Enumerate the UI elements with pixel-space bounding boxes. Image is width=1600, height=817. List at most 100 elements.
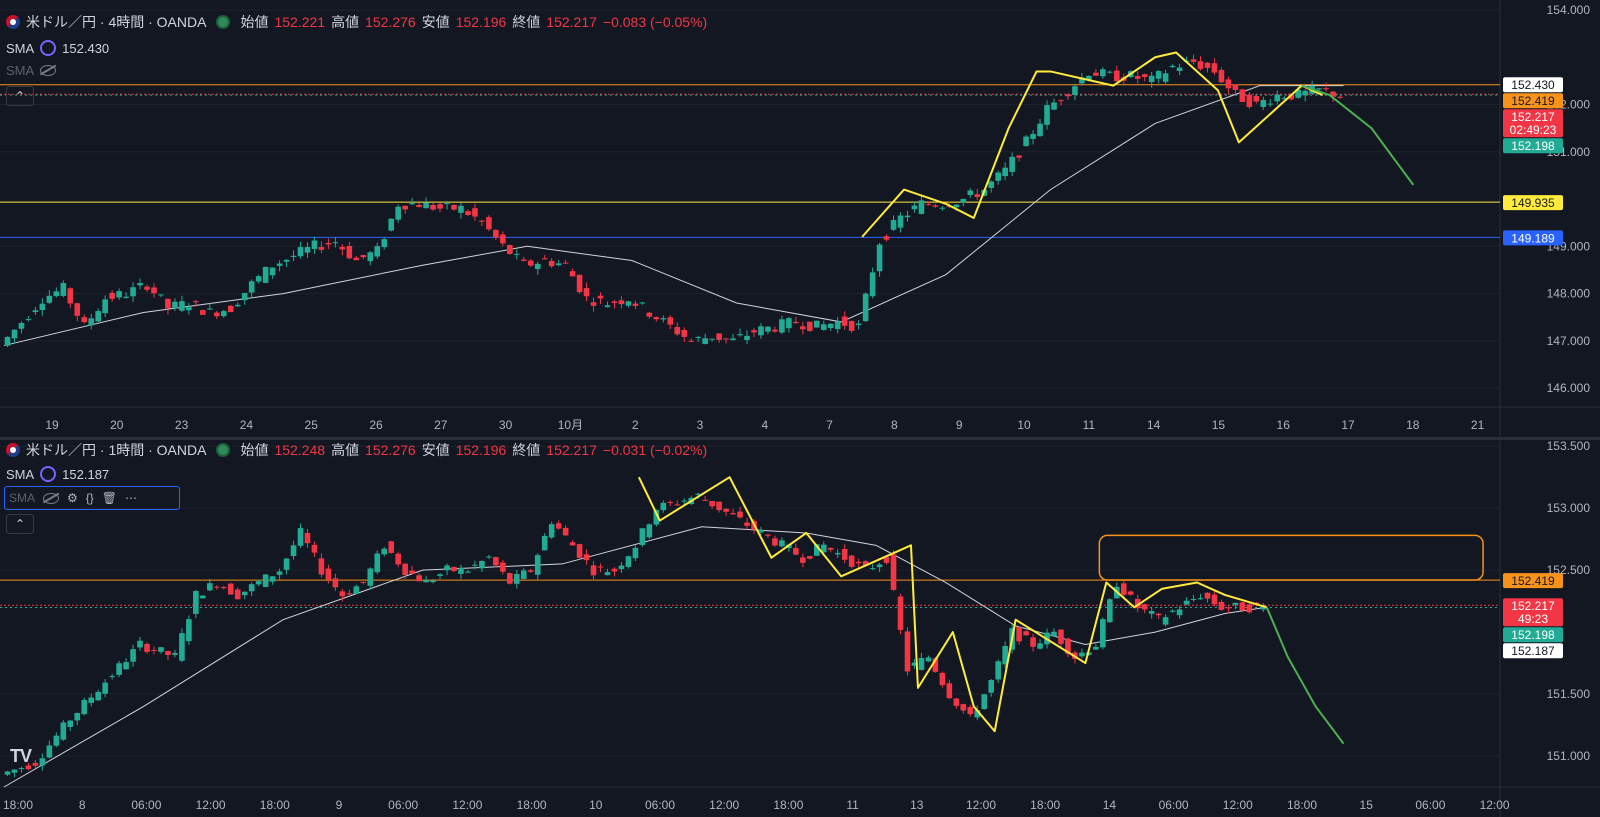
candle-body [493, 557, 499, 566]
sma-indicator-row[interactable]: SMA 152.187 [6, 466, 109, 482]
candle-body [862, 293, 869, 322]
more-icon[interactable]: ⋯ [125, 491, 138, 505]
candle-body [807, 556, 813, 559]
code-braces-icon[interactable]: {} [85, 491, 94, 505]
sma-settings-icon[interactable] [40, 466, 57, 482]
candle-body [841, 548, 848, 560]
candle-body [1197, 61, 1204, 69]
tradingview-logo[interactable]: TV [10, 746, 32, 766]
candle-body [1190, 598, 1197, 600]
candle-body [151, 649, 157, 651]
candle-body [681, 500, 688, 502]
candle-body [883, 236, 890, 240]
chevron-up-icon[interactable]: ⌃ [6, 86, 34, 106]
x-tick-label: 12:00 [452, 798, 482, 812]
candle-body [1162, 73, 1169, 82]
candle-body [520, 570, 527, 579]
x-tick-label: 15 [1360, 798, 1374, 812]
x-tick-label: 24 [240, 418, 254, 432]
chart-title-1h[interactable]: 米ドル／円 · 1時間 · OANDA [26, 442, 207, 458]
candle-body [458, 567, 464, 574]
candle-body [995, 172, 1001, 181]
candle-body [4, 336, 11, 346]
price-chart-4h[interactable]: 146.000147.000148.000149.000151.000152.0… [0, 0, 1600, 437]
usd-jpy-flag-icon [6, 15, 20, 29]
price-chart-1h[interactable]: 151.000151.500152.500153.000153.50018:00… [0, 440, 1600, 817]
x-tick-label: 8 [79, 798, 86, 812]
candle-body [46, 295, 53, 303]
high-label: 高値 [331, 14, 360, 30]
candle-body [60, 722, 67, 740]
candle-body [925, 204, 932, 206]
candle-body [1065, 94, 1071, 97]
chart-panel-4h[interactable]: 146.000 147.000 148.000 149.000 151.000 152.0… [0, 0, 1600, 437]
candle-body [807, 321, 813, 331]
candle-body [11, 329, 18, 339]
candle-body [876, 244, 883, 272]
candle-body [500, 234, 506, 244]
candle-body [974, 710, 981, 718]
candle-body [1246, 94, 1253, 108]
candle-body [541, 258, 548, 260]
candle-body [493, 229, 499, 238]
sma-label: SMA [6, 466, 35, 482]
candle-body [1058, 629, 1064, 644]
y-tick-label: 147.000 [1547, 334, 1591, 348]
candle-body [269, 576, 276, 582]
candle-body [200, 310, 206, 315]
candle-body [723, 508, 729, 512]
candle-body [1079, 77, 1085, 84]
chart-title-4h[interactable]: 米ドル／円 · 4時間 · OANDA [26, 14, 207, 30]
gear-icon[interactable]: ⚙ [67, 491, 78, 505]
chart-panel-1h[interactable]: 151.000 151.500 152.500 153.000 153.500 18:00… [0, 440, 1600, 817]
candle-body [311, 240, 318, 249]
usd-jpy-flag-icon [6, 443, 20, 457]
candle-body [234, 304, 241, 307]
candle-body [360, 255, 367, 258]
low-label: 安値 [421, 14, 450, 30]
candle-body [834, 552, 841, 555]
candle-body [1218, 69, 1225, 83]
eye-off-icon[interactable] [43, 492, 60, 504]
candle-body [625, 556, 632, 567]
candle-body [179, 301, 185, 311]
candle-body [179, 633, 185, 661]
candle-body [395, 206, 401, 220]
x-tick-label: 06:00 [388, 798, 418, 812]
candle-body [590, 302, 597, 306]
candle-body [241, 293, 248, 301]
x-tick-label: 19 [45, 418, 59, 432]
candle-body [939, 672, 946, 686]
candle-body [625, 301, 632, 306]
x-tick-label: 11 [1083, 418, 1096, 432]
candle-body [207, 583, 213, 591]
candle-body [1225, 79, 1232, 89]
sma-value: 152.187 [62, 466, 110, 482]
eye-off-icon[interactable] [40, 65, 57, 76]
pane-divider[interactable] [0, 437, 1600, 440]
x-tick-label: 9 [336, 798, 343, 812]
sma-indicator-row[interactable]: SMA 152.430 [6, 40, 109, 56]
candle-body [723, 338, 729, 340]
candle-body [1288, 93, 1295, 100]
open-value: 152.221 [274, 14, 326, 30]
trash-icon[interactable]: 🗑 [101, 491, 118, 505]
candle-body [772, 329, 778, 332]
candle-body [1051, 102, 1057, 110]
x-tick-label: 18:00 [517, 798, 547, 812]
candle-body [1134, 598, 1141, 609]
candle-body [388, 218, 395, 231]
candle-body [618, 300, 625, 305]
candle-body [730, 513, 736, 515]
candle-body [988, 680, 995, 693]
sma-hidden-row[interactable]: SMA [6, 63, 57, 78]
sma-settings-icon[interactable] [40, 40, 57, 56]
candle-body [862, 561, 869, 567]
candle-body [904, 215, 911, 218]
price-axis-label [1503, 77, 1563, 93]
low-value: 152.196 [455, 442, 507, 458]
chevron-up-icon[interactable]: ⌃ [6, 514, 34, 534]
candle-body [1002, 167, 1008, 177]
candle-body [1281, 98, 1288, 100]
candle-body [74, 712, 81, 721]
